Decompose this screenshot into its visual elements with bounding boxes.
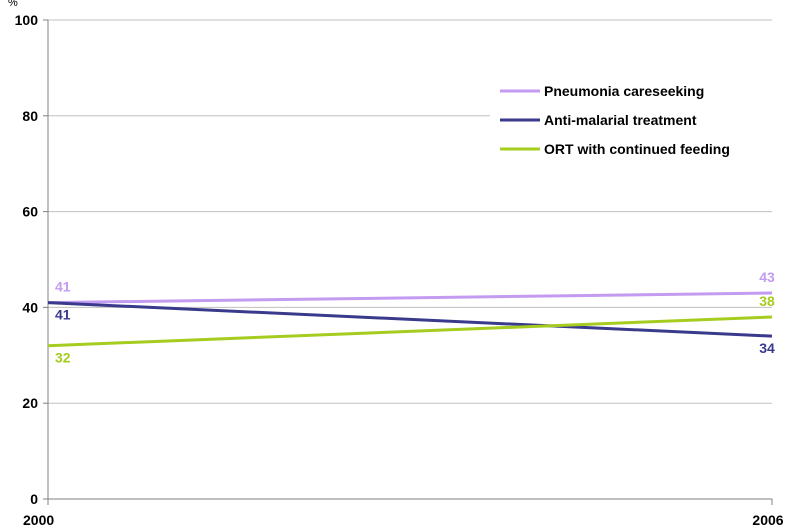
legend-label-2: ORT with continued feeding [544, 141, 730, 157]
data-label-series-2-point-0: 32 [55, 350, 71, 366]
y-tick-label-80: 80 [22, 108, 38, 124]
data-label-series-2-point-1: 38 [759, 293, 775, 309]
y-tick-labels: 0 20 40 60 80 100 [15, 12, 39, 507]
y-tick-label-0: 0 [30, 491, 38, 507]
x-tick-label-2000: 2000 [23, 512, 54, 528]
axes [43, 19, 773, 505]
data-label-series-0-point-1: 43 [759, 269, 775, 285]
data-label-series-1-point-1: 34 [759, 340, 775, 356]
legend: Pneumonia careseeking Anti-malarial treat… [490, 74, 772, 170]
series-line-1 [47, 301, 773, 338]
legend-label-1: Anti-malarial treatment [544, 112, 697, 128]
series-lines [47, 291, 773, 348]
data-label-series-0-point-0: 41 [55, 279, 71, 295]
y-tick-label-40: 40 [22, 299, 38, 315]
series-line-2 [47, 315, 773, 348]
data-label-series-1-point-0: 41 [55, 307, 71, 323]
series-line-0 [47, 291, 773, 305]
x-tick-label-2006: 2006 [752, 512, 783, 528]
y-tick-label-100: 100 [15, 12, 39, 28]
y-tick-label-20: 20 [22, 395, 38, 411]
y-axis-unit: % [8, 0, 18, 9]
data-labels: 41 43 41 34 32 38 [55, 269, 775, 366]
x-tick-labels: 2000 2006 [23, 512, 784, 528]
legend-label-0: Pneumonia careseeking [544, 83, 704, 99]
y-tick-label-60: 60 [22, 204, 38, 220]
